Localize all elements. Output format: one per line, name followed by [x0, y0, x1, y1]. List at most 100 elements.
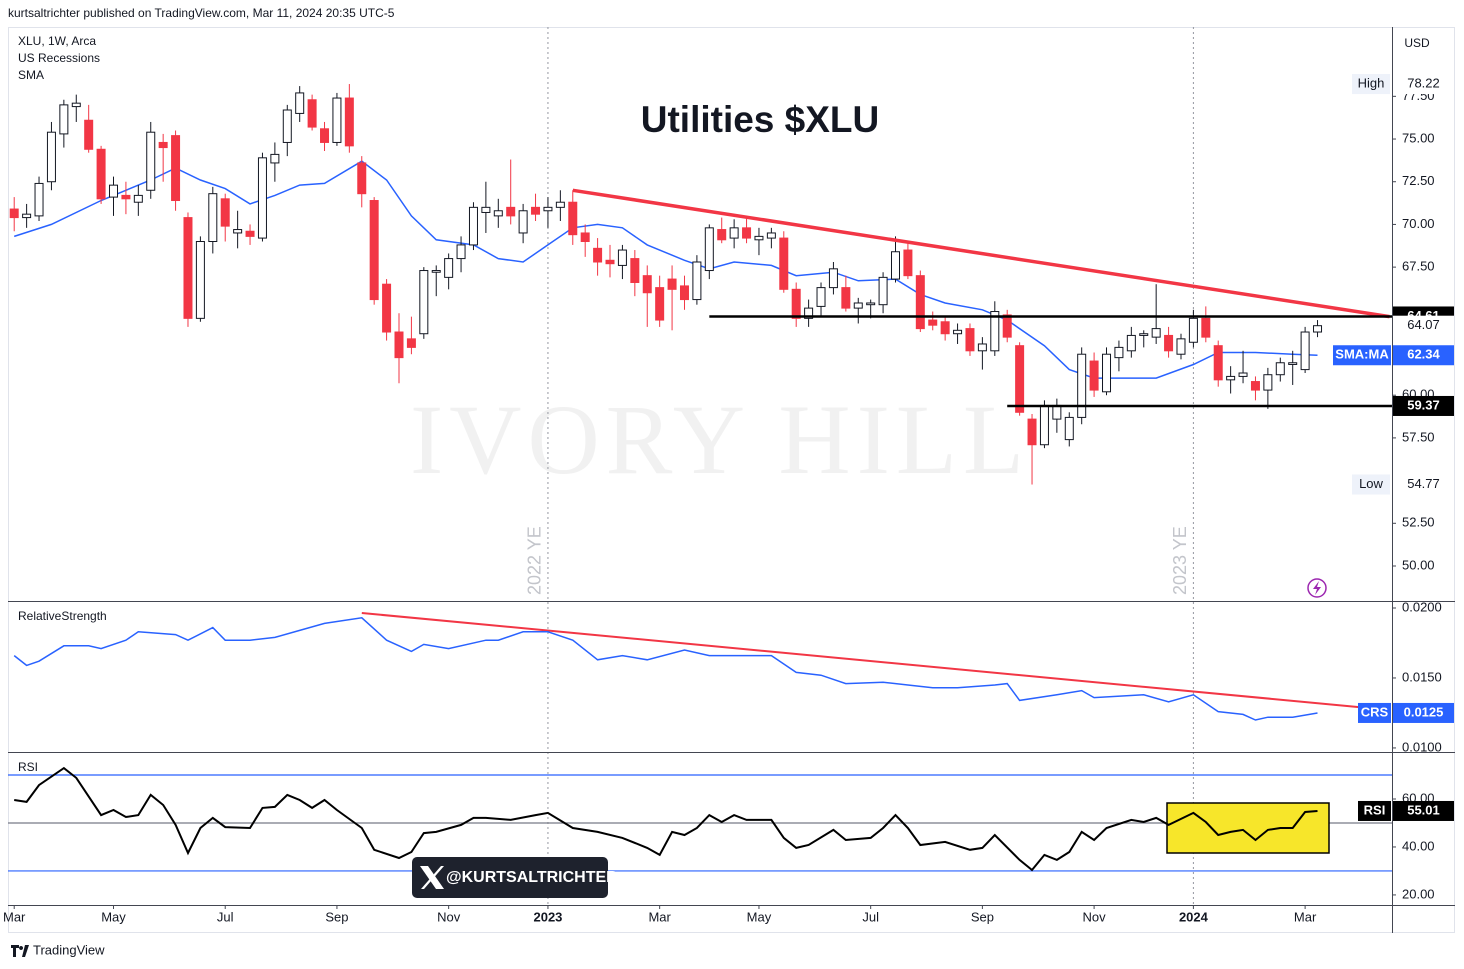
tv-logo [11, 945, 29, 957]
candle-body [307, 99, 317, 128]
candle-body [46, 131, 56, 183]
candle-body [34, 182, 44, 217]
high_mark-value: 78.22 [1407, 75, 1440, 90]
series-value-label-bg [1393, 800, 1454, 821]
footer: TradingView [11, 942, 105, 957]
candle-body [282, 109, 292, 143]
candle-body [71, 102, 81, 108]
candle-body [828, 268, 838, 289]
candle-body [220, 198, 230, 227]
candle-body [866, 302, 876, 306]
x-tick-label: Mar [1294, 909, 1317, 924]
alert-icon[interactable] [1307, 578, 1327, 598]
series-value-label: 0.0125 [1404, 704, 1444, 719]
y-tick-label: 0.0100 [1402, 739, 1442, 754]
candle-body [1027, 418, 1037, 446]
candle-body [245, 230, 255, 237]
candle-body [344, 97, 354, 147]
candle-body [332, 97, 342, 143]
y-tick-label: 40.00 [1402, 838, 1435, 853]
chart-title: Utilities $XLU [641, 99, 880, 140]
candle-body [692, 261, 702, 301]
candle-body [580, 232, 590, 243]
footer-brand: TradingView [33, 942, 105, 957]
candle-body [704, 227, 714, 272]
series-name-label: CRS [1361, 704, 1389, 719]
candle-body [953, 329, 963, 335]
high_mark-value-bg [1393, 74, 1454, 95]
candle-body [1300, 331, 1310, 371]
candle-body [257, 157, 267, 239]
x-tick-label: May [101, 909, 126, 924]
series-value-label-bg [1393, 702, 1454, 723]
candle-body [642, 275, 652, 294]
candle-body [903, 249, 913, 277]
candle-body [518, 210, 528, 234]
candle-body [853, 302, 863, 309]
candle-body [493, 210, 503, 217]
plot-area: 2022 YE 2023 YE [8, 27, 1392, 905]
candle-body [146, 131, 156, 191]
candle-body [419, 270, 429, 335]
trendline [572, 188, 1390, 319]
x-tick-label: 2023 [533, 909, 562, 924]
trendline [361, 612, 1390, 711]
candle-body [195, 241, 205, 319]
candle-body [1188, 317, 1198, 343]
candle-body [804, 307, 814, 319]
rsi-highlight [1166, 802, 1330, 854]
candle-body [357, 162, 367, 195]
x-tick-label: Nov [1083, 909, 1107, 924]
candle-body [742, 227, 752, 239]
frame [8, 27, 1455, 933]
candle-body [1263, 374, 1273, 391]
y-tick-label: 67.50 [1402, 259, 1435, 274]
y-tick-label: 0.0150 [1402, 669, 1442, 684]
year-end-label: 2022 YE [525, 526, 545, 595]
candle-body [655, 287, 665, 321]
candle-body [84, 119, 94, 150]
x-tick-label: May [747, 909, 772, 924]
candle-body [555, 201, 565, 208]
candle-body [9, 208, 19, 219]
badge-bg [412, 857, 608, 898]
panel-title: RSI [18, 760, 38, 774]
series-line [13, 617, 1318, 721]
candle-body [270, 153, 280, 164]
plot-overlay [13, 188, 1392, 872]
candle-body [841, 287, 851, 309]
sma-name-label-bg [1333, 345, 1391, 366]
candle-body [109, 184, 119, 198]
alert-icon-bolt [1313, 581, 1321, 595]
x-tick-label: Jul [217, 909, 234, 924]
candle-body [406, 338, 416, 348]
x-tick-label: Nov [437, 909, 461, 924]
candle-body [779, 237, 789, 290]
candle-body [890, 251, 900, 280]
badge-handle: @KURTSALTRICHTER [446, 869, 618, 886]
candle-body [915, 275, 925, 330]
candle-body [990, 311, 1000, 352]
level-label: 59.37 [1407, 397, 1440, 412]
candle-body [444, 258, 454, 278]
series-value-label: 55.01 [1407, 802, 1440, 817]
candle-body [1102, 353, 1112, 393]
series-name-label-bg [1358, 702, 1391, 723]
sma-name-label: SMA:MA [1335, 347, 1389, 362]
series-name-label: RSI [1364, 802, 1386, 817]
candle-body [1250, 381, 1260, 391]
legend-entry: US Recessions [18, 51, 100, 65]
legend-entry: XLU, 1W, Arca [18, 34, 96, 48]
low_mark-name-bg [1352, 474, 1390, 495]
candle-body [468, 206, 478, 246]
low_mark-name: Low [1359, 476, 1383, 491]
candle-body [158, 141, 168, 149]
high_mark-name: High [1358, 75, 1385, 90]
legend-entry: SMA [18, 68, 44, 82]
candle-body [766, 232, 776, 239]
candle-body [481, 206, 491, 213]
sma-value-label-bg [1393, 345, 1454, 366]
candle-body [667, 278, 677, 290]
